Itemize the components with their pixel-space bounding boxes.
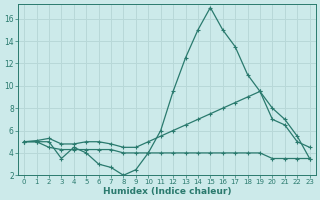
X-axis label: Humidex (Indice chaleur): Humidex (Indice chaleur) bbox=[103, 187, 231, 196]
